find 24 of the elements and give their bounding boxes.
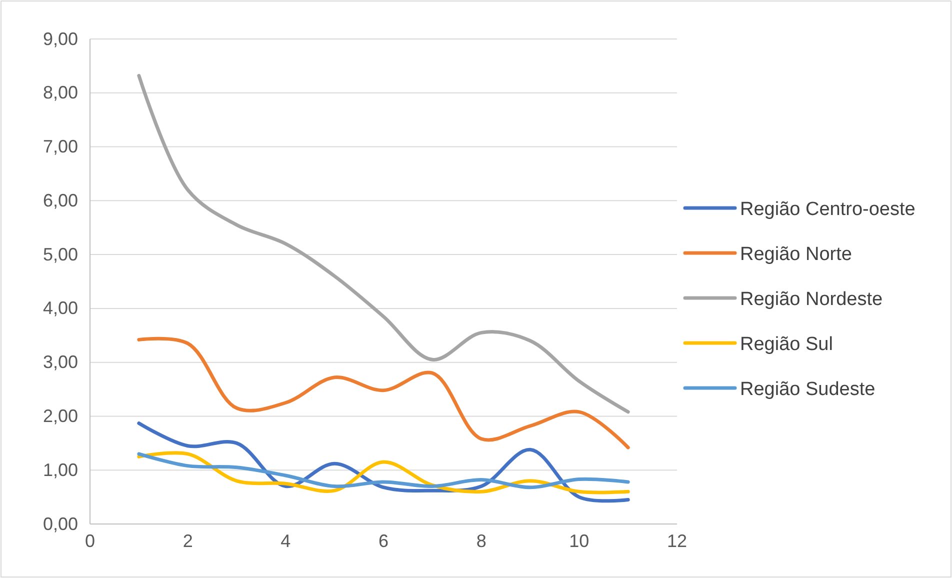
y-tick-label: 2,00: [42, 406, 78, 426]
y-tick-label: 9,00: [42, 28, 78, 49]
y-tick-label: 4,00: [42, 298, 78, 318]
y-tick-label: 0,00: [42, 514, 78, 534]
x-tick-label: 6: [378, 530, 389, 551]
y-tick-label: 7,00: [42, 136, 78, 157]
y-tick-label: 8,00: [42, 82, 78, 103]
legend-label: Região Sul: [740, 334, 833, 355]
y-tick-label: 1,00: [42, 460, 78, 480]
x-tick-label: 2: [182, 530, 193, 551]
x-tick-label: 4: [280, 530, 291, 551]
x-tick-label: 12: [666, 530, 688, 551]
line-series: [137, 74, 630, 414]
legend-label: Região Centro-oeste: [740, 199, 916, 220]
line-series: [137, 336, 630, 450]
y-tick-label: 6,00: [42, 190, 78, 210]
y-tick-label: 5,00: [42, 244, 78, 264]
x-tick-label: 8: [476, 530, 486, 551]
legend-label: Região Sudeste: [740, 379, 876, 400]
x-tick-label: 10: [569, 530, 590, 551]
x-tick-label: 0: [84, 530, 96, 551]
y-tick-label: 3,00: [42, 352, 78, 372]
legend-label: Região Norte: [740, 244, 852, 265]
legend-label: Região Nordeste: [740, 289, 883, 310]
